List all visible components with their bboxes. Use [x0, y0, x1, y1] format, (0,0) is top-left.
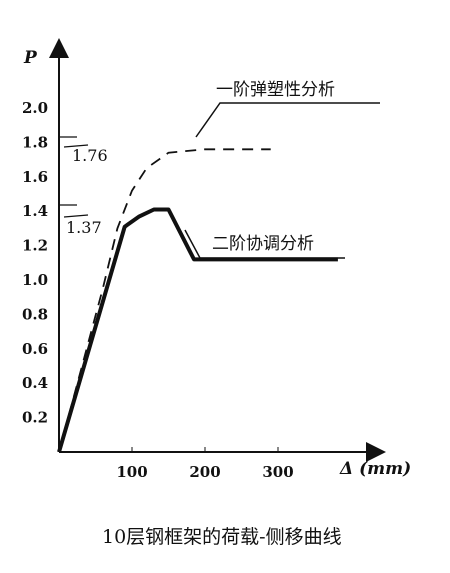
y-tick-label: 0.8 — [22, 305, 48, 323]
y-tick-label: 1.6 — [22, 168, 48, 186]
x-tick-label: 300 — [262, 463, 293, 481]
callout-1-37-label: 1.37 — [66, 218, 102, 237]
series-line-second-order — [57, 207, 338, 453]
series-annotation-second-order-label: 二阶协调分析 — [212, 234, 314, 254]
x-tick-label: 100 — [116, 463, 147, 481]
y-tick-label: 1.2 — [22, 237, 48, 255]
callout-1-37: 1.37 — [59, 204, 102, 237]
y-tick-label: 0.4 — [22, 374, 48, 392]
y-axis-label: P — [23, 48, 38, 68]
y-tick-label: 1.0 — [22, 271, 48, 289]
y-tick-label: 0.2 — [22, 409, 48, 427]
x-tick-label: 200 — [189, 463, 220, 481]
series-annotation-first-order-label: 一阶弹塑性分析 — [216, 80, 335, 100]
y-tick-label: 1.8 — [22, 133, 48, 151]
y-ticks: 0.2 0.4 0.6 0.8 1.0 1.2 1.4 1.6 1.8 2.0 — [22, 99, 48, 427]
series-annotation-second-order: 二阶协调分析 — [184, 229, 345, 259]
series-line-first-order-plastic — [58, 148, 271, 453]
callout-1-76-label: 1.76 — [72, 146, 108, 165]
y-tick-label: 0.6 — [22, 340, 48, 358]
figure-caption: 10层钢框架的荷载-侧移曲线 — [102, 526, 342, 548]
y-tick-label: 2.0 — [22, 99, 48, 117]
x-ticks: 100 200 300 — [116, 447, 294, 481]
series-annotation-first-order: 一阶弹塑性分析 — [195, 80, 380, 138]
y-tick-label: 1.4 — [22, 202, 48, 220]
callout-1-76: 1.76 — [59, 136, 108, 165]
x-axis-label: Δ (mm) — [339, 459, 411, 479]
